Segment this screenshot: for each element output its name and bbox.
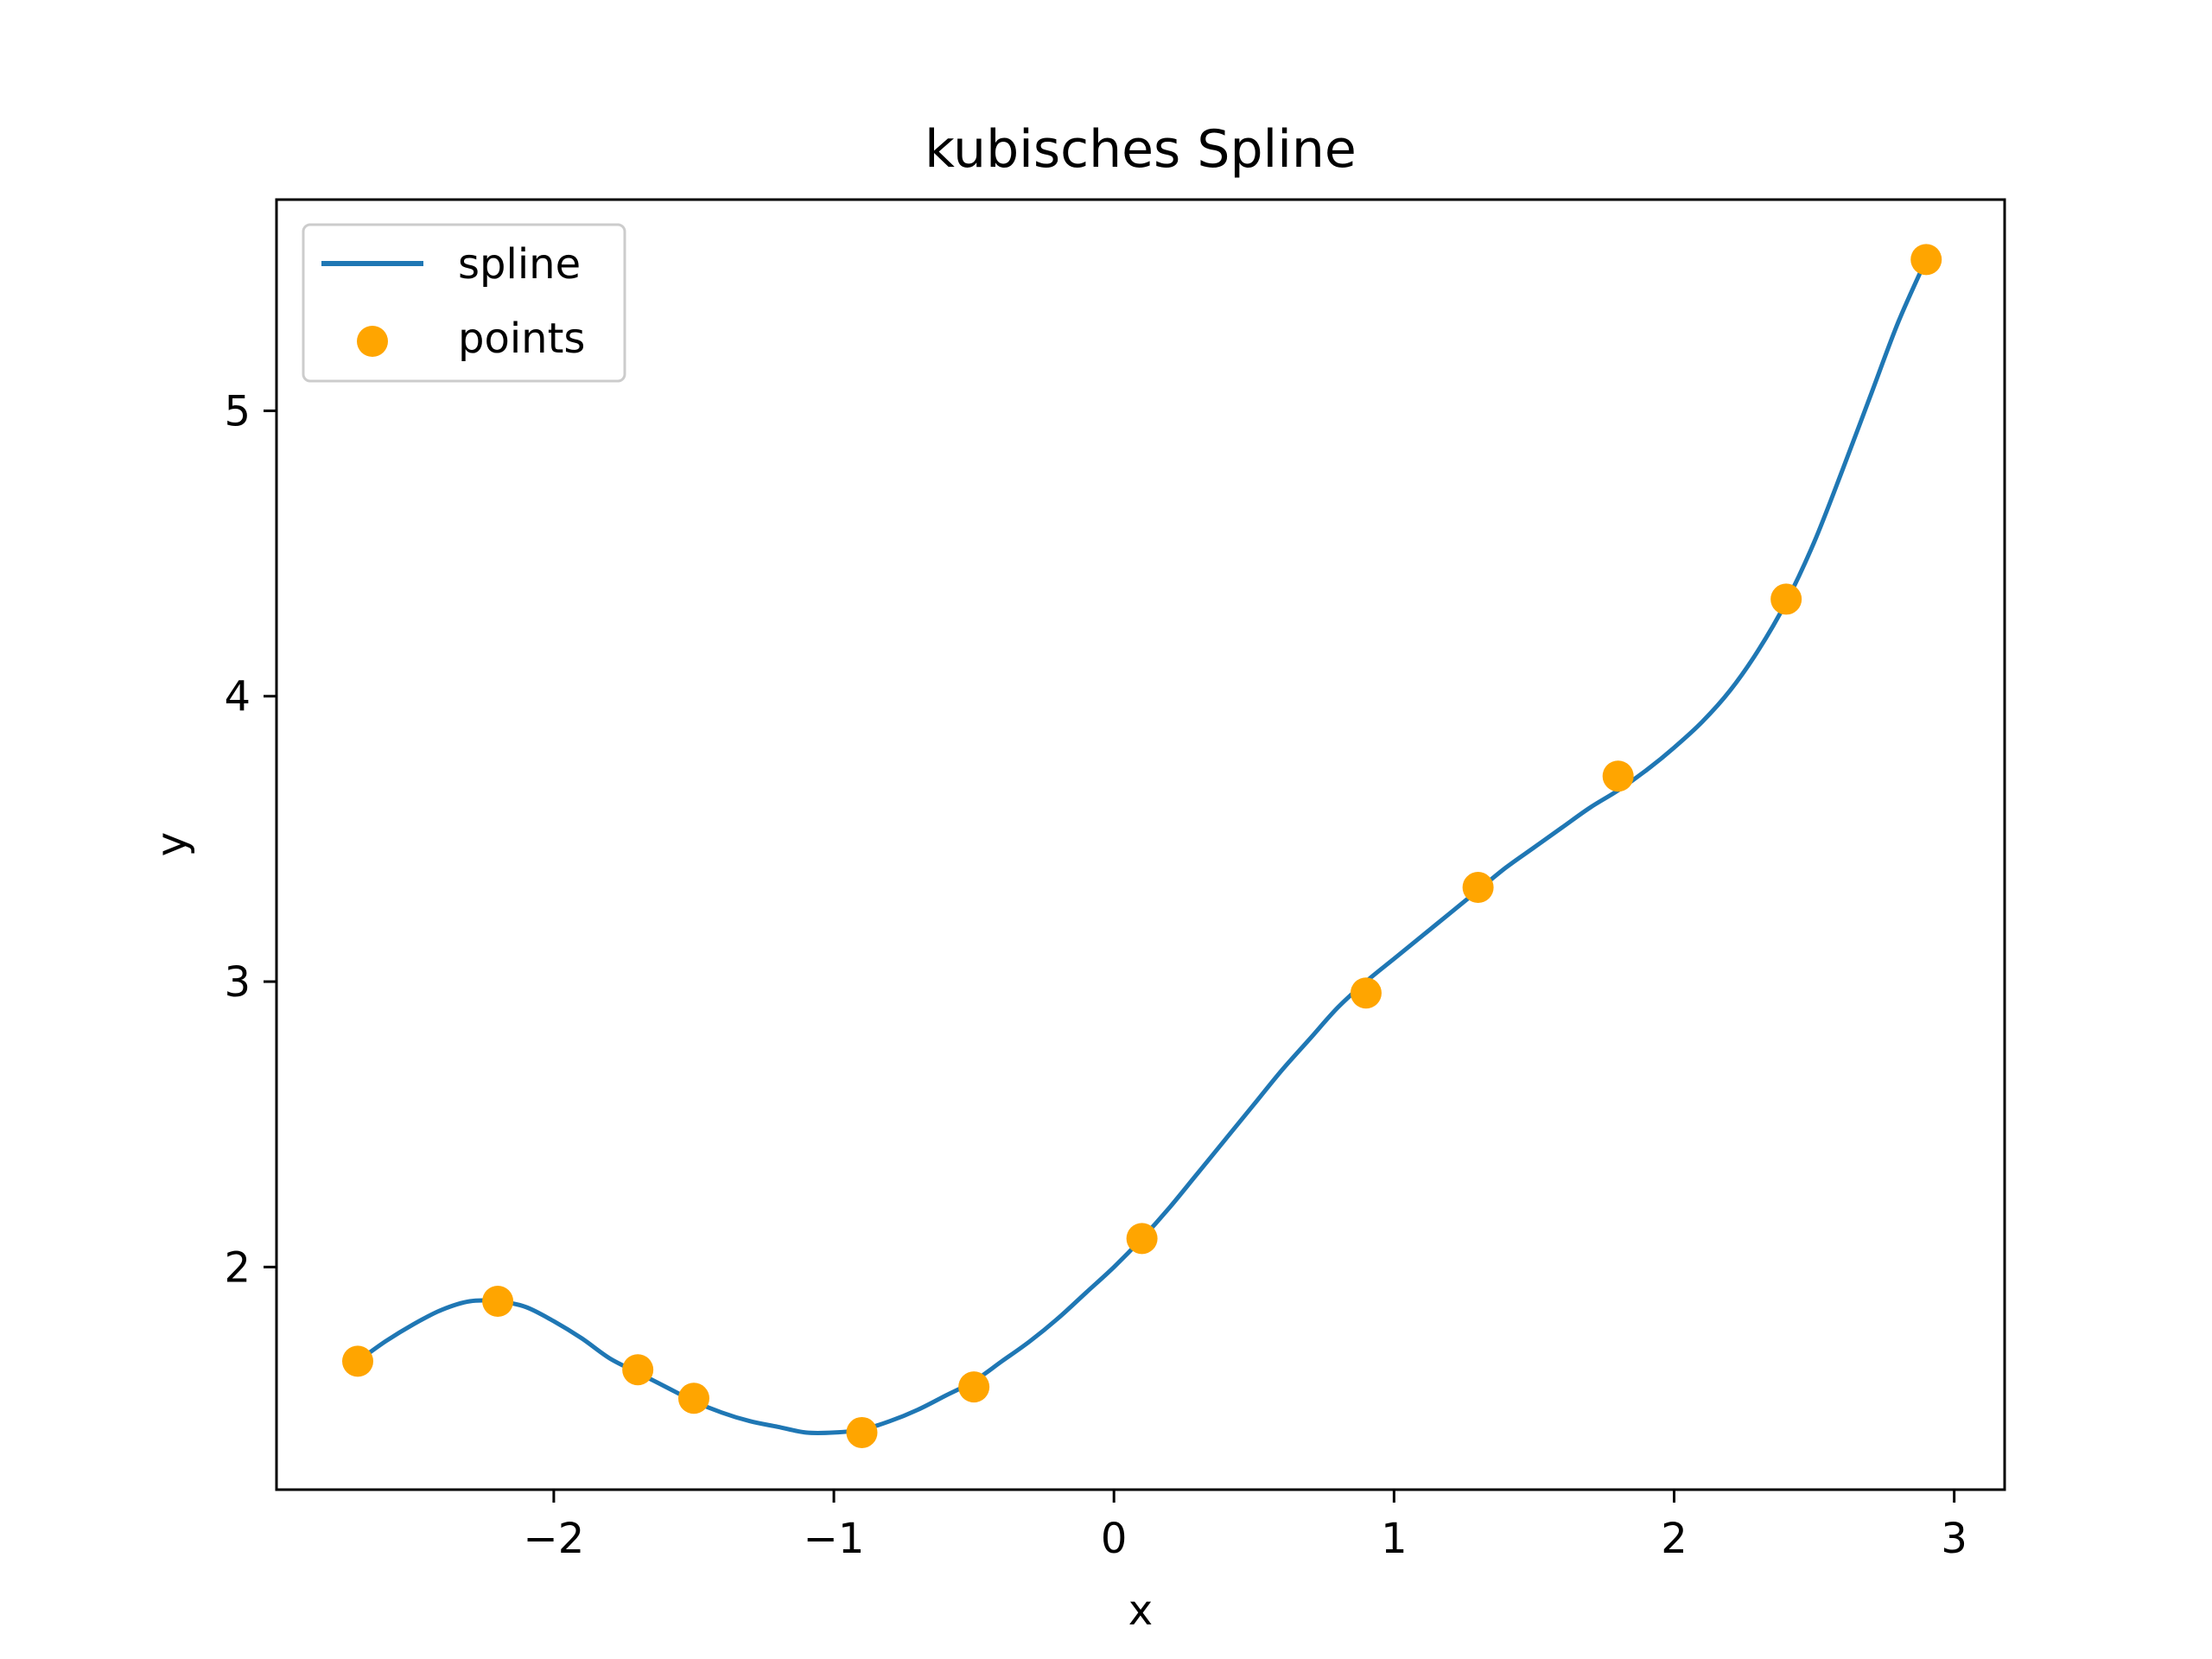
y-tick-label: 2 — [224, 1243, 251, 1292]
data-point — [1602, 760, 1634, 792]
x-tick-label: −2 — [524, 1515, 585, 1563]
plot-frame — [275, 198, 2006, 1491]
x-tick-label: 2 — [1661, 1515, 1688, 1563]
y-tick-label: 3 — [224, 958, 251, 1007]
plot-background — [276, 200, 2005, 1490]
data-point — [1910, 244, 1942, 276]
x-axis-label: x — [1128, 1586, 1153, 1635]
y-tick-label: 5 — [224, 387, 251, 435]
data-point — [1126, 1223, 1158, 1255]
y-axis-label: y — [148, 832, 196, 856]
data-point — [677, 1382, 709, 1414]
y-axis: 2 3 4 5 — [224, 387, 276, 1292]
legend-points-swatch — [357, 326, 388, 357]
legend-spline-label: spline — [458, 240, 581, 289]
x-tick-label: −1 — [804, 1515, 865, 1563]
data-point — [1350, 977, 1382, 1009]
legend: spline points — [302, 223, 626, 383]
data-point — [958, 1371, 990, 1403]
y-tick-label: 4 — [224, 673, 251, 721]
data-point — [342, 1345, 374, 1377]
x-tick-label: 1 — [1381, 1515, 1408, 1563]
plot-area — [275, 198, 2006, 1491]
chart-title: kubisches Spline — [925, 119, 1357, 180]
x-axis: −2 −1 0 1 2 3 — [524, 1490, 1967, 1563]
data-point — [846, 1416, 878, 1448]
data-point — [482, 1285, 514, 1317]
series-layer — [342, 244, 1942, 1448]
x-tick-label: 0 — [1101, 1515, 1128, 1563]
data-point — [1770, 583, 1802, 615]
x-tick-label: 3 — [1941, 1515, 1967, 1563]
data-point — [622, 1354, 654, 1386]
data-point — [1462, 872, 1494, 904]
legend-points-label: points — [458, 315, 585, 363]
